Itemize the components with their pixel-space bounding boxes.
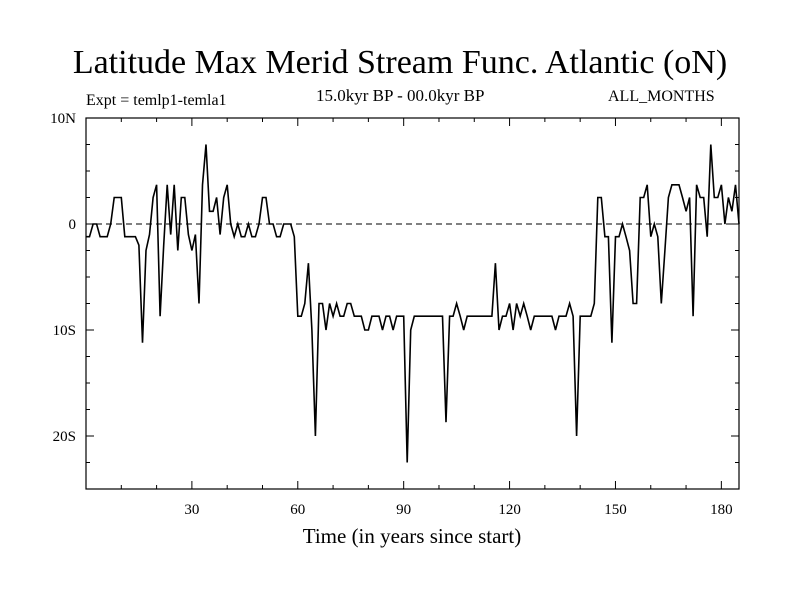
time-range-label: 15.0kyr BP - 00.0kyr BP: [316, 86, 485, 105]
x-axis-label: Time (in years since start): [303, 524, 522, 548]
x-tick-label: 60: [290, 502, 305, 518]
chart-title: Latitude Max Merid Stream Func. Atlantic…: [72, 44, 728, 81]
y-tick-label: 10N: [50, 111, 76, 127]
x-tick-label: 150: [604, 502, 627, 518]
x-tick-label: 30: [184, 502, 199, 518]
y-tick-label: 10S: [53, 323, 76, 339]
experiment-label: Expt = temlp1-temla1: [86, 92, 227, 109]
x-tick-label: 120: [498, 502, 521, 518]
x-tick-label: 90: [396, 502, 411, 518]
series-line: [86, 144, 740, 463]
y-tick-label: 0: [69, 217, 77, 233]
x-tick-label: 180: [710, 502, 733, 518]
plot-frame: [85, 117, 740, 490]
months-label: ALL_MONTHS: [608, 88, 715, 105]
y-tick-label: 20S: [53, 429, 76, 445]
